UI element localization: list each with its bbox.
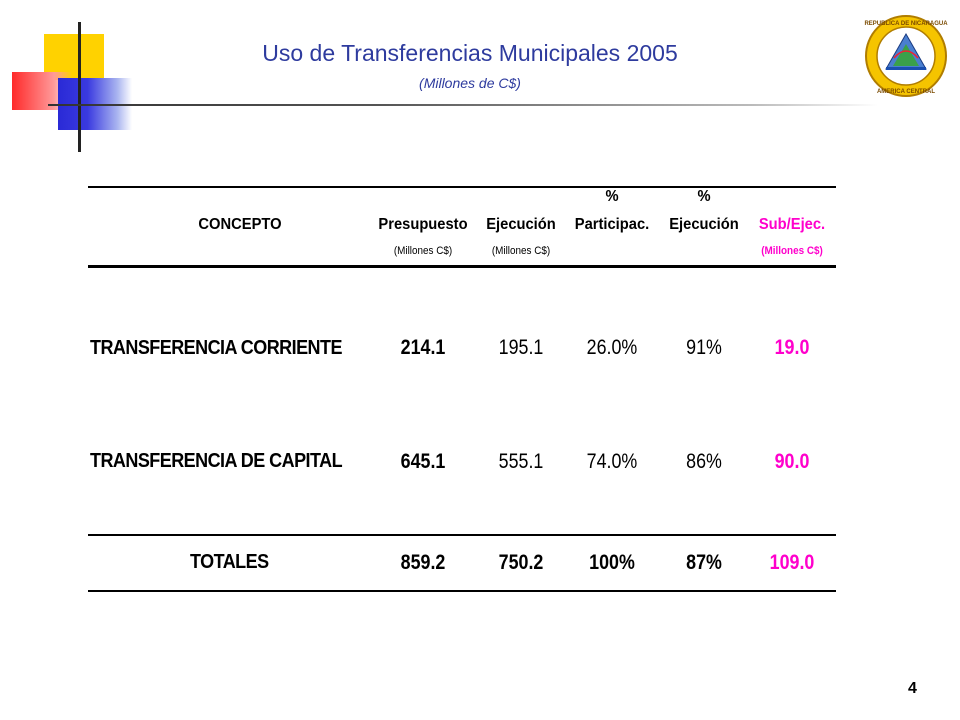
totals-label: TOTALES xyxy=(190,551,269,573)
svg-text:REPUBLICA DE NICARAGUA: REPUBLICA DE NICARAGUA xyxy=(864,21,948,27)
row-capital-subejec: 90.0 xyxy=(774,450,810,473)
row-corriente-participacion: 26.0% xyxy=(586,336,638,359)
col-subheader-presupuesto: (Millones C$) xyxy=(393,245,453,257)
row-corriente-presupuesto: 214.1 xyxy=(400,336,446,359)
table-header-rule xyxy=(88,265,836,268)
col-header-participacion: Participac. xyxy=(574,216,650,233)
table-totals-top-rule xyxy=(88,534,836,536)
table-top-rule xyxy=(88,186,836,188)
col-header-ejecucion: Ejecución xyxy=(486,216,556,233)
row-capital-concepto: TRANSFERENCIA DE CAPITAL xyxy=(90,450,343,472)
col-header-participacion-pct: % xyxy=(605,188,619,205)
svg-text:AMERICA CENTRAL: AMERICA CENTRAL xyxy=(877,89,935,95)
totals-subejec: 109.0 xyxy=(769,551,815,574)
row-corriente-subejec: 19.0 xyxy=(774,336,810,359)
row-capital-pct-ejecucion: 86% xyxy=(686,450,722,473)
totals-presupuesto: 859.2 xyxy=(400,551,446,574)
col-header-ejecucion-pct-symbol: % xyxy=(697,188,711,205)
totals-ejecucion: 750.2 xyxy=(498,551,544,574)
totals-pct-ejecucion: 87% xyxy=(686,551,722,574)
page-subtitle: (Millones de C$) xyxy=(419,75,521,91)
decor-title-underline xyxy=(48,104,878,106)
col-header-pct-ejecucion: Ejecución xyxy=(669,216,739,233)
table-bottom-rule xyxy=(88,590,836,592)
row-corriente-pct-ejecucion: 91% xyxy=(686,336,722,359)
row-capital-presupuesto: 645.1 xyxy=(400,450,446,473)
page-number: 4 xyxy=(908,680,917,697)
col-subheader-ejecucion: (Millones C$) xyxy=(491,245,551,257)
row-corriente-ejecucion: 195.1 xyxy=(498,336,544,359)
col-header-concepto: CONCEPTO xyxy=(198,216,282,233)
col-header-subejec: Sub/Ejec. xyxy=(758,216,826,233)
row-corriente-concepto: TRANSFERENCIA CORRIENTE xyxy=(90,337,342,359)
page-title: Uso de Transferencias Municipales 2005 xyxy=(262,40,678,66)
row-capital-participacion: 74.0% xyxy=(586,450,638,473)
col-subheader-subejec: (Millones C$) xyxy=(761,245,823,257)
nicaragua-seal-icon: REPUBLICA DE NICARAGUA AMERICA CENTRAL xyxy=(864,15,948,97)
totals-participacion: 100% xyxy=(589,551,635,574)
decor-vertical-line xyxy=(78,22,81,152)
col-header-presupuesto: Presupuesto xyxy=(378,216,468,233)
row-capital-ejecucion: 555.1 xyxy=(498,450,544,473)
